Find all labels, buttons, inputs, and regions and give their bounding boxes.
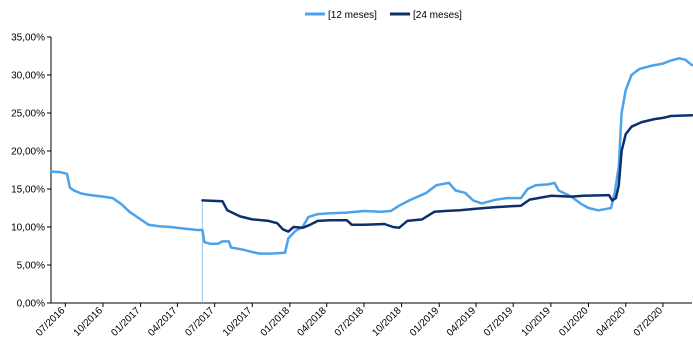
y-tick-label: 10,00% [11,223,45,234]
y-tick-label: 35,00% [11,33,45,44]
x-tick-label: 01/2020 [557,305,591,339]
series-line-24-meses [201,114,693,233]
x-tick-label: 01/2017 [109,305,143,339]
y-tick-label: 0,00% [17,299,45,310]
y-tick-label: 20,00% [11,147,45,158]
legend: [12 meses] [24 meses] [305,10,462,21]
x-tick-label: 07/2016 [34,305,68,339]
x-tick-label: 10/2016 [72,305,106,339]
x-tick-label: 07/2017 [183,305,217,339]
legend-item-12-meses: [12 meses] [305,10,377,21]
y-tick-label: 30,00% [11,71,45,82]
y-axis: 0,00% 5,00% 10,00% 15,00% 20,00% 25,00% 30,00%… [11,33,51,310]
x-tick-label: 10/2017 [221,305,255,339]
x-tick-label: 07/2020 [632,305,666,339]
legend-item-24-meses: [24 meses] [390,10,462,21]
x-tick-label: 10/2019 [520,305,554,339]
x-tick-label: 04/2020 [595,305,629,339]
y-tick-label: 5,00% [17,261,45,272]
x-tick-label: 07/2019 [482,305,516,339]
x-tick-label: 04/2017 [146,305,180,339]
x-axis: 07/2016 10/2016 01/2017 04/2017 07/2017 10/20… [34,303,665,339]
series-lines [49,57,693,255]
x-tick-label: 01/2018 [259,305,293,339]
x-tick-label: 01/2019 [408,305,442,339]
x-tick-label: 10/2018 [370,305,404,339]
x-tick-label: 04/2019 [445,305,479,339]
series-line-12-meses [49,57,693,255]
x-tick-label: 07/2018 [333,305,367,339]
y-tick-label: 25,00% [11,109,45,120]
legend-label-12-meses: [12 meses] [328,10,377,21]
x-tick-label: 04/2018 [295,305,329,339]
y-tick-label: 15,00% [11,185,45,196]
legend-label-24-meses: [24 meses] [413,10,462,21]
